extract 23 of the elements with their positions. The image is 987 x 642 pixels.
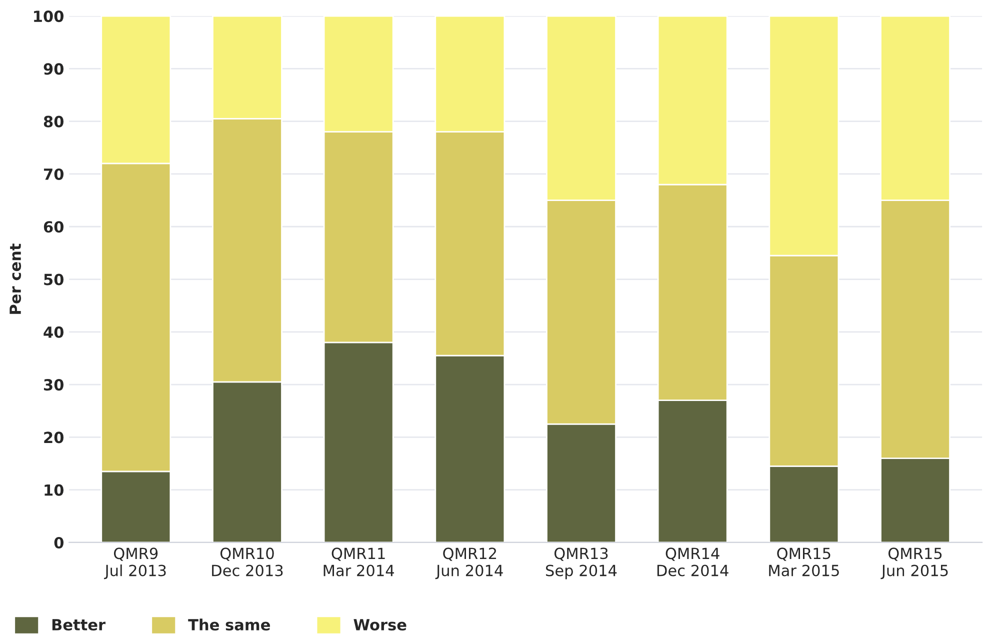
- legend-label: Better: [52, 619, 106, 630]
- x-tick-label: QMR13 Sep 2014: [546, 548, 617, 580]
- y-tick-label: 0: [54, 536, 64, 549]
- x-tick-label: QMR12 Jun 2014: [435, 548, 503, 580]
- y-tick-label: 10: [44, 484, 64, 496]
- x-tick-label: QMR9 Jul 2013: [104, 548, 166, 580]
- x-tick-label: QMR15 Jun 2015: [880, 548, 948, 580]
- x-tick-label: QMR11 Mar 2014: [324, 548, 394, 576]
- x-tick-label: QMR15 Mar 2015: [769, 548, 839, 576]
- y-tick-label: 40: [44, 326, 64, 338]
- x-tick-label: QMR14 Dec 2014: [657, 548, 728, 576]
- y-tick-label: 70: [44, 168, 64, 180]
- y-axis-title: Per cent: [10, 244, 22, 314]
- y-tick-label: 50: [44, 274, 64, 286]
- y-tick-label: 100: [34, 10, 64, 22]
- y-tick-label: 80: [44, 116, 64, 128]
- y-tick-label: 60: [44, 221, 64, 233]
- legend-label: Worse: [354, 619, 406, 630]
- y-tick-label: 90: [44, 63, 64, 75]
- y-tick-label: 30: [44, 379, 64, 391]
- legend-label: The same: [188, 618, 270, 630]
- x-tick-label: QMR10 Dec 2013: [212, 548, 283, 576]
- y-tick-label: 20: [44, 432, 64, 444]
